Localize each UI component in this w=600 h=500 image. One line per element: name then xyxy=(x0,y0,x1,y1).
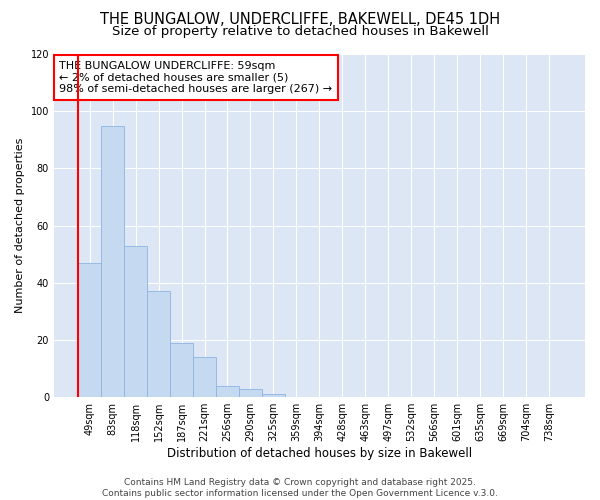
Text: THE BUNGALOW UNDERCLIFFE: 59sqm
← 2% of detached houses are smaller (5)
98% of s: THE BUNGALOW UNDERCLIFFE: 59sqm ← 2% of … xyxy=(59,61,332,94)
Bar xyxy=(78,263,101,397)
Text: Size of property relative to detached houses in Bakewell: Size of property relative to detached ho… xyxy=(112,25,488,38)
Bar xyxy=(193,357,216,397)
X-axis label: Distribution of detached houses by size in Bakewell: Distribution of detached houses by size … xyxy=(167,447,472,460)
Text: Contains HM Land Registry data © Crown copyright and database right 2025.
Contai: Contains HM Land Registry data © Crown c… xyxy=(102,478,498,498)
Bar xyxy=(101,126,124,397)
Bar xyxy=(216,386,239,397)
Bar xyxy=(170,343,193,397)
Bar xyxy=(239,388,262,397)
Y-axis label: Number of detached properties: Number of detached properties xyxy=(15,138,25,314)
Bar xyxy=(124,246,147,397)
Bar xyxy=(147,292,170,397)
Text: THE BUNGALOW, UNDERCLIFFE, BAKEWELL, DE45 1DH: THE BUNGALOW, UNDERCLIFFE, BAKEWELL, DE4… xyxy=(100,12,500,28)
Bar xyxy=(262,394,285,397)
